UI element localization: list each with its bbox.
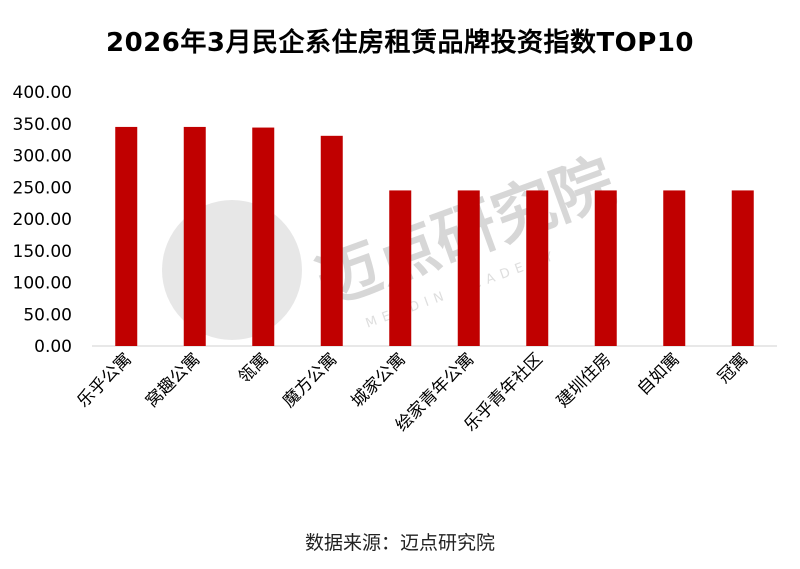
bar bbox=[663, 190, 686, 346]
chart-title: 2026年3月民企系住房租赁品牌投资指数TOP10 bbox=[105, 28, 695, 58]
category-label: 城家公寓 bbox=[348, 349, 410, 411]
category-label: 瓴寓 bbox=[235, 349, 273, 387]
y-tick-label: 400.00 bbox=[13, 83, 72, 103]
bar bbox=[115, 126, 138, 346]
category-label: 魔方公寓 bbox=[279, 349, 341, 411]
bar bbox=[594, 190, 617, 346]
bar bbox=[457, 190, 480, 346]
bar bbox=[320, 135, 343, 346]
bars bbox=[115, 126, 754, 346]
bar bbox=[731, 190, 754, 346]
bar bbox=[183, 126, 206, 346]
y-tick-label: 150.00 bbox=[13, 242, 72, 262]
y-tick-label: 50.00 bbox=[23, 305, 72, 325]
y-tick-label: 300.00 bbox=[13, 147, 72, 167]
category-label: 冠寓 bbox=[714, 349, 752, 387]
bar bbox=[389, 190, 412, 346]
category-label: 窝趣公寓 bbox=[142, 349, 204, 411]
y-tick-label: 200.00 bbox=[13, 210, 72, 230]
y-tick-label: 250.00 bbox=[13, 178, 72, 198]
y-axis-ticks: 0.00 50.00 100.00 150.00 200.00 250.00 300.00 3… bbox=[13, 83, 72, 357]
watermark-logo-icon bbox=[162, 200, 302, 340]
source-note: 数据来源：迈点研究院 bbox=[304, 532, 495, 554]
y-tick-label: 350.00 bbox=[13, 115, 72, 135]
category-label: 自如寓 bbox=[634, 349, 684, 399]
category-label: 建圳住房 bbox=[553, 349, 615, 411]
category-label: 乐乎公寓 bbox=[74, 349, 136, 411]
y-tick-label: 100.00 bbox=[13, 274, 72, 294]
bar bbox=[526, 190, 549, 346]
y-tick-label: 0.00 bbox=[34, 337, 72, 357]
bar bbox=[252, 127, 275, 346]
